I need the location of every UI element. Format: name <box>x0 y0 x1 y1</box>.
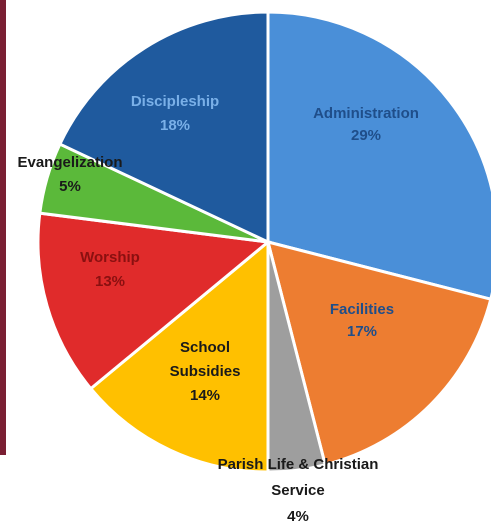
slice-label-school-subsidies: School Subsidies 14% <box>170 339 241 404</box>
slice-percent: 5% <box>59 178 81 195</box>
pie-slice-worship <box>36 211 272 391</box>
pie-labels: Administration 29% Facilities 17% Parish Lif… <box>17 93 418 525</box>
slice-name-line: Subsidies <box>170 363 241 380</box>
slice-name-line: Service <box>271 482 324 499</box>
slice-percent: 17% <box>347 323 377 340</box>
slice-label-administration: Administration 29% <box>313 105 419 144</box>
pie-slice-discipleship <box>57 10 270 245</box>
slice-percent: 4% <box>287 508 309 525</box>
slice-label-worship: Worship 13% <box>80 249 140 290</box>
slice-name-line: Discipleship <box>131 93 219 110</box>
slice-percent: 14% <box>190 387 220 404</box>
slice-label-discipleship: Discipleship 18% <box>131 93 219 134</box>
slice-name-line: Parish Life & Christian <box>218 456 379 473</box>
pie-slice-administration <box>266 10 491 301</box>
slice-label-parish-life-and-christian-service: Parish Life & Christian Service 4% <box>218 456 379 525</box>
slice-percent: 29% <box>351 127 381 144</box>
pie-slice-school-subsidies <box>88 238 270 474</box>
slice-percent: 18% <box>160 117 190 134</box>
slice-label-evangelization: Evangelization 5% <box>17 154 122 195</box>
slice-name-line: Evangelization <box>17 154 122 171</box>
slice-name-line: Facilities <box>330 301 394 318</box>
pie-slice-facilities <box>265 239 491 467</box>
slice-name-line: Administration <box>313 105 419 122</box>
slice-name-line: Worship <box>80 249 140 266</box>
slice-percent: 13% <box>95 273 125 290</box>
slice-label-facilities: Facilities 17% <box>330 301 394 340</box>
slice-name-line: School <box>180 339 230 356</box>
pie-slices <box>36 10 491 474</box>
left-accent-bar <box>0 0 6 455</box>
